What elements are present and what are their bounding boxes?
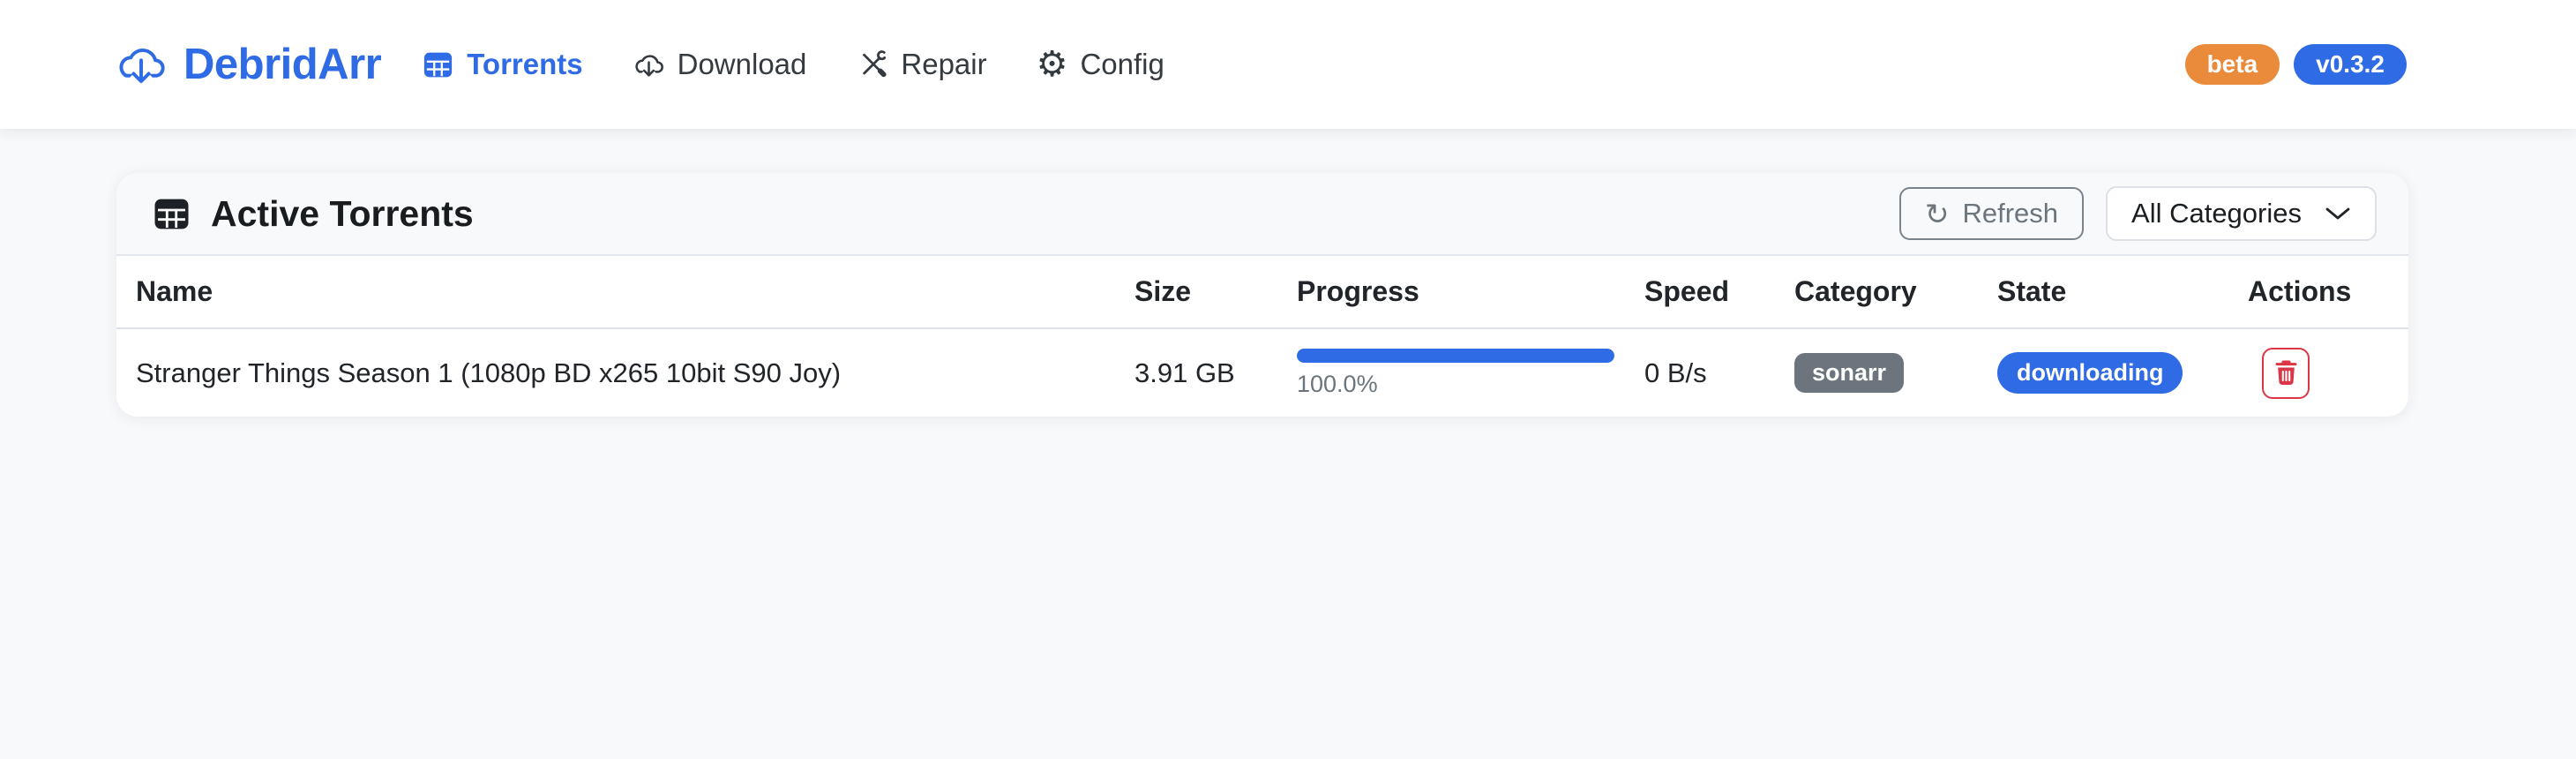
category-filter-select[interactable]: All Categories xyxy=(2106,186,2377,241)
refresh-button[interactable]: ↻ Refresh xyxy=(1898,187,2085,240)
torrent-progress: 100.0% xyxy=(1297,348,1644,398)
panel-title-text: Active Torrents xyxy=(211,192,474,234)
column-header-name: Name xyxy=(136,275,213,307)
brand-logo[interactable]: DebridArr xyxy=(115,38,382,91)
panel-title: Active Torrents xyxy=(152,193,474,235)
wrench-screwdriver-icon xyxy=(863,49,887,77)
nav-item-download[interactable]: Download xyxy=(633,48,807,81)
column-header-progress: Progress xyxy=(1297,275,1419,307)
column-header-state: State xyxy=(1997,275,2067,307)
panel-header: Active Torrents ↻ Refresh All Categories xyxy=(116,173,2408,256)
nav-item-repair[interactable]: Repair xyxy=(856,48,987,81)
cloud-download-icon xyxy=(634,54,663,79)
main-nav: Torrents Download Repair ⚙ Config xyxy=(422,47,1164,82)
nav-item-config[interactable]: ⚙ Config xyxy=(1037,47,1164,82)
trash-icon xyxy=(2275,360,2296,385)
torrent-speed: 0 B/s xyxy=(1644,357,1707,388)
column-header-size: Size xyxy=(1134,275,1192,307)
torrent-size: 3.91 GB xyxy=(1134,357,1235,388)
table-icon xyxy=(424,52,453,77)
nav-label: Torrents xyxy=(467,48,583,80)
category-badge: sonarr xyxy=(1794,353,1905,393)
delete-torrent-button[interactable] xyxy=(2262,347,2310,399)
torrent-name: Stranger Things Season 1 (1080p BD x265 … xyxy=(136,357,842,388)
version-badge: v0.3.2 xyxy=(2294,44,2407,85)
state-badge: downloading xyxy=(1997,352,2183,394)
cloud-download-logo-icon xyxy=(119,49,165,89)
torrent-category-cell: sonarr xyxy=(1794,353,1997,393)
brand-name: DebridArr xyxy=(183,41,382,88)
torrent-actions-cell xyxy=(2248,347,2408,399)
progress-bar-fill xyxy=(1297,348,1614,363)
panel-header-actions: ↻ Refresh All Categories xyxy=(1898,186,2377,241)
category-filter-value: All Categories xyxy=(2131,198,2302,229)
nav-label: Config xyxy=(1080,48,1164,80)
page-content: Active Torrents ↻ Refresh All Categories… xyxy=(0,129,2576,417)
table-icon xyxy=(154,199,189,229)
nav-label: Repair xyxy=(901,48,987,80)
beta-badge: beta xyxy=(2184,44,2280,85)
progress-percent-label: 100.0% xyxy=(1297,370,1378,397)
progress-bar-track xyxy=(1297,348,1614,363)
table-row: Stranger Things Season 1 (1080p BD x265 … xyxy=(116,329,2408,417)
torrent-state-cell: downloading xyxy=(1997,352,2248,394)
column-header-speed: Speed xyxy=(1644,275,1730,307)
nav-label: Download xyxy=(677,48,807,80)
navbar-badges: beta v0.3.2 xyxy=(2184,44,2407,85)
gear-icon: ⚙ xyxy=(1036,44,1068,85)
top-navbar: DebridArr Torrents Download xyxy=(0,0,2576,129)
chevron-down-icon xyxy=(2325,207,2350,220)
refresh-icon: ↻ xyxy=(1924,196,1950,231)
table-header-row: Name Size Progress Speed Category State … xyxy=(116,256,2408,329)
active-torrents-panel: Active Torrents ↻ Refresh All Categories… xyxy=(116,173,2408,417)
column-header-actions: Actions xyxy=(2248,275,2352,307)
column-header-category: Category xyxy=(1794,275,1917,307)
nav-item-torrents[interactable]: Torrents xyxy=(422,48,583,81)
